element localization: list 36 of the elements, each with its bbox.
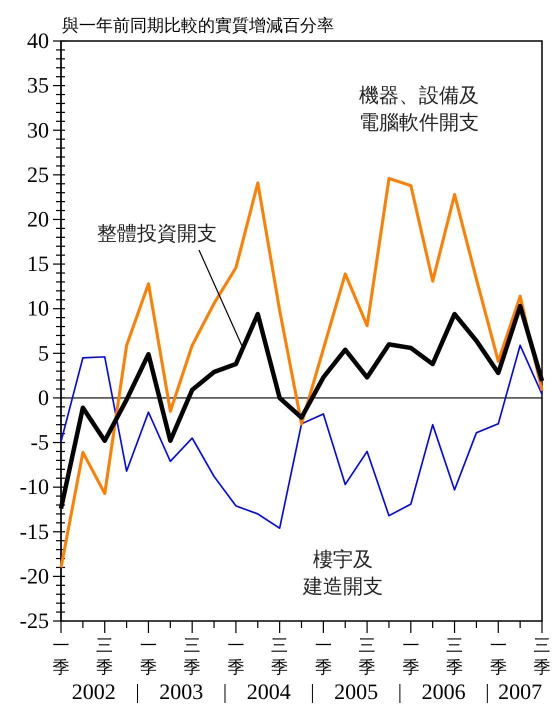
x-tick-label: 一季 (52, 636, 70, 678)
x-tick-label: 三季 (271, 636, 288, 678)
y-tick-label: 35 (27, 72, 49, 98)
x-tick-label: 一季 (227, 636, 244, 678)
x-tick-label: 一季 (402, 636, 420, 678)
y-tick-label: -15 (20, 518, 49, 544)
y-tick-label: 15 (27, 251, 49, 276)
chart-title: 與一年前同期比較的實質增減百分率 (62, 16, 334, 36)
x-tick-label: 一季 (490, 636, 507, 678)
y-tick-label: 25 (27, 162, 49, 187)
x-tick-label: 一季 (314, 636, 332, 678)
text: 整體投資開支 (97, 221, 217, 245)
text: 2003 (159, 679, 204, 704)
x-tick-label: 三季 (446, 636, 464, 678)
y-tick-label: -25 (20, 608, 49, 634)
y-tick-label: 10 (27, 296, 49, 321)
y-tick-label: -5 (30, 430, 49, 455)
y-tick-label: 5 (38, 340, 49, 366)
series-label: 樓宇及建造開支 (302, 547, 383, 598)
text: 2007 (498, 679, 542, 704)
x-tick-label: 三季 (184, 636, 201, 678)
text: 2002 (72, 679, 116, 704)
text: 2005 (334, 679, 378, 704)
y-tick-label: 20 (27, 206, 49, 232)
y-tick-label: -20 (20, 563, 49, 588)
y-tick-label: 30 (27, 117, 49, 142)
x-tick-label: 一季 (140, 636, 157, 678)
x-tick-label: 三季 (96, 636, 114, 678)
text: 2004 (246, 679, 291, 704)
y-tick-label: -10 (20, 474, 49, 500)
x-tick-label: 三季 (534, 636, 550, 678)
y-tick-label: 0 (38, 384, 49, 410)
text: 機器、設備及電腦軟件開支 (359, 83, 479, 134)
y-tick-label: 40 (27, 28, 49, 54)
x-tick-label: 三季 (358, 636, 376, 678)
text: 2006 (422, 679, 466, 704)
